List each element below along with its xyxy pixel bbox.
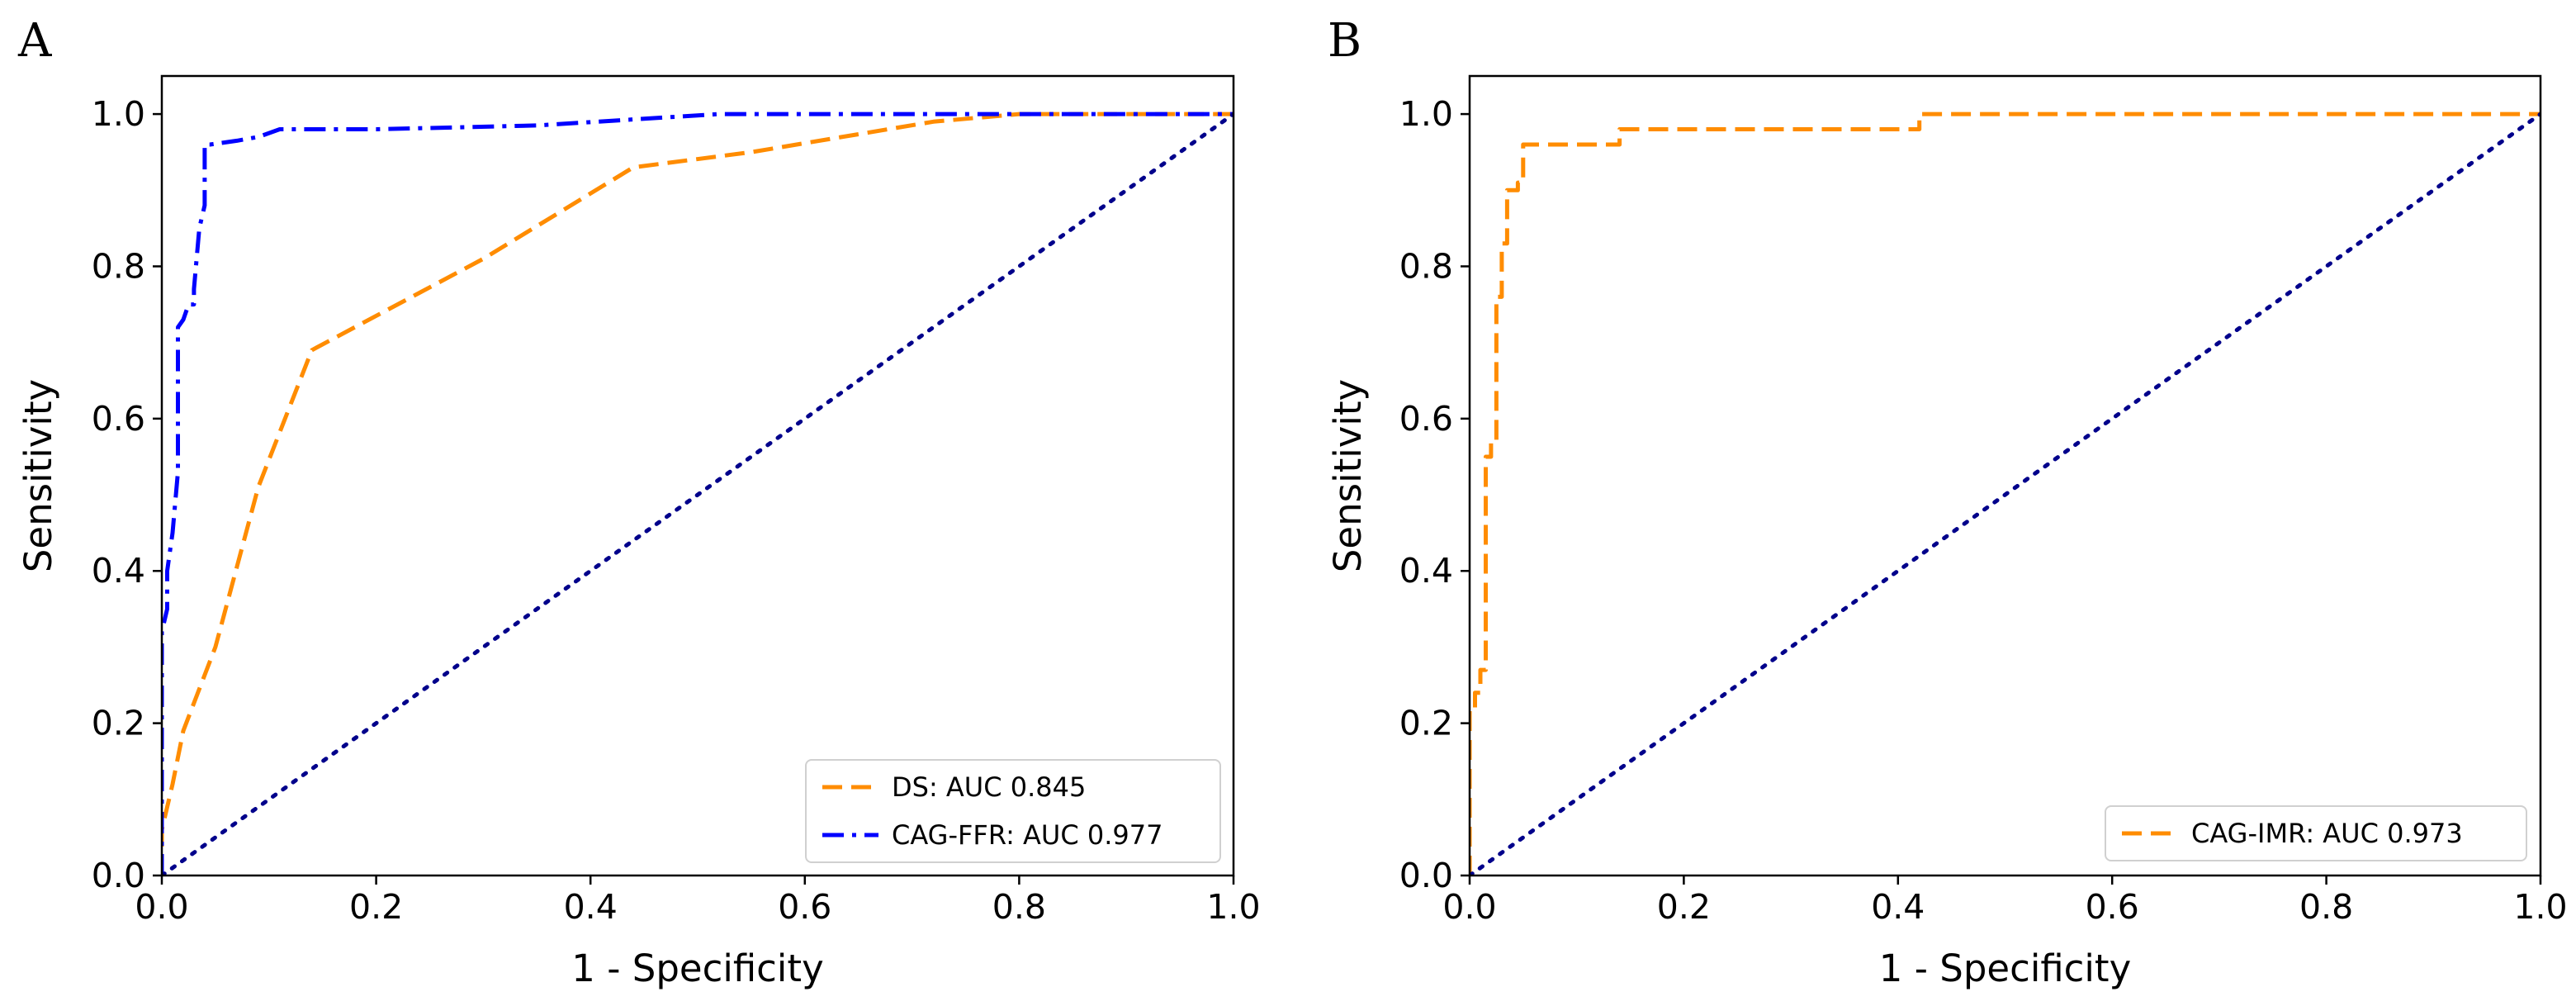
panel-label: B xyxy=(1328,14,1361,68)
x-axis-label: 1 - Specificity xyxy=(571,947,823,990)
x-tick-label: 1.0 xyxy=(1206,887,1260,927)
y-tick-label: 0.6 xyxy=(1399,399,1453,439)
y-tick-label: 0.2 xyxy=(1399,704,1453,743)
y-tick-label: 0.0 xyxy=(1399,856,1453,895)
x-tick-label: 1.0 xyxy=(2513,887,2567,927)
y-axis-label: Sensitivity xyxy=(1326,379,1370,572)
legend-label-cag-imr-auc-0-973: CAG-IMR: AUC 0.973 xyxy=(2191,818,2463,849)
y-tick-label: 0.4 xyxy=(1399,551,1453,591)
series-line-ds-auc-0-845 xyxy=(162,112,1234,876)
legend-label-cag-ffr-auc-0-977: CAG-FFR: AUC 0.977 xyxy=(892,819,1163,851)
plot-frame xyxy=(160,74,1235,877)
series-line-chance xyxy=(162,112,1234,876)
x-tick-label: 0.0 xyxy=(1442,887,1496,927)
panel-b: B 0.0 0.2 0.4 0.6 0.8 1.0 0.0 0.2 0.4 0.6 0.8 1.0 1 -… xyxy=(1326,14,2568,990)
y-tick-label: 0.6 xyxy=(92,399,145,439)
series-line-chance xyxy=(1470,112,2540,876)
x-tick-label: 0.4 xyxy=(1871,887,1925,927)
panel-label: A xyxy=(17,14,52,68)
x-tick-label: 0.2 xyxy=(1657,887,1711,927)
y-tick-label: 0.8 xyxy=(1399,246,1453,286)
y-tick-label: 0.8 xyxy=(92,246,145,286)
y-tick-label: 0.2 xyxy=(92,704,145,743)
x-tick-label: 0.4 xyxy=(564,887,618,927)
x-tick-label: 0.8 xyxy=(992,887,1046,927)
panel-a: A 0.0 0.2 0.4 0.6 0.8 1.0 0.0 0.2 0.4 0.6 0.8 1.0 1 -… xyxy=(17,14,1261,990)
x-tick-label: 0.6 xyxy=(2086,887,2139,927)
y-tick-label: 0.4 xyxy=(92,551,145,591)
plot-frame xyxy=(1468,74,2542,877)
y-axis-label: Sensitivity xyxy=(17,379,60,572)
x-tick-label: 0.0 xyxy=(135,887,188,927)
legend: DS: AUC 0.845 CAG-FFR: AUC 0.977 xyxy=(805,759,1221,863)
y-tick-label: 0.0 xyxy=(92,856,145,895)
legend-label-ds-auc-0-845: DS: AUC 0.845 xyxy=(892,771,1086,803)
legend-box xyxy=(2105,805,2527,861)
x-tick-label: 0.8 xyxy=(2299,887,2353,927)
legend: CAG-IMR: AUC 0.973 xyxy=(2105,805,2527,861)
x-tick-label: 0.2 xyxy=(349,887,403,927)
legend-box xyxy=(805,759,1221,863)
y-tick-label: 1.0 xyxy=(1399,94,1453,134)
x-tick-label: 0.6 xyxy=(778,887,831,927)
x-axis-label: 1 - Specificity xyxy=(1879,947,2131,990)
series-line-cag-imr-auc-0-973 xyxy=(1470,112,2540,876)
y-tick-label: 1.0 xyxy=(92,94,145,134)
